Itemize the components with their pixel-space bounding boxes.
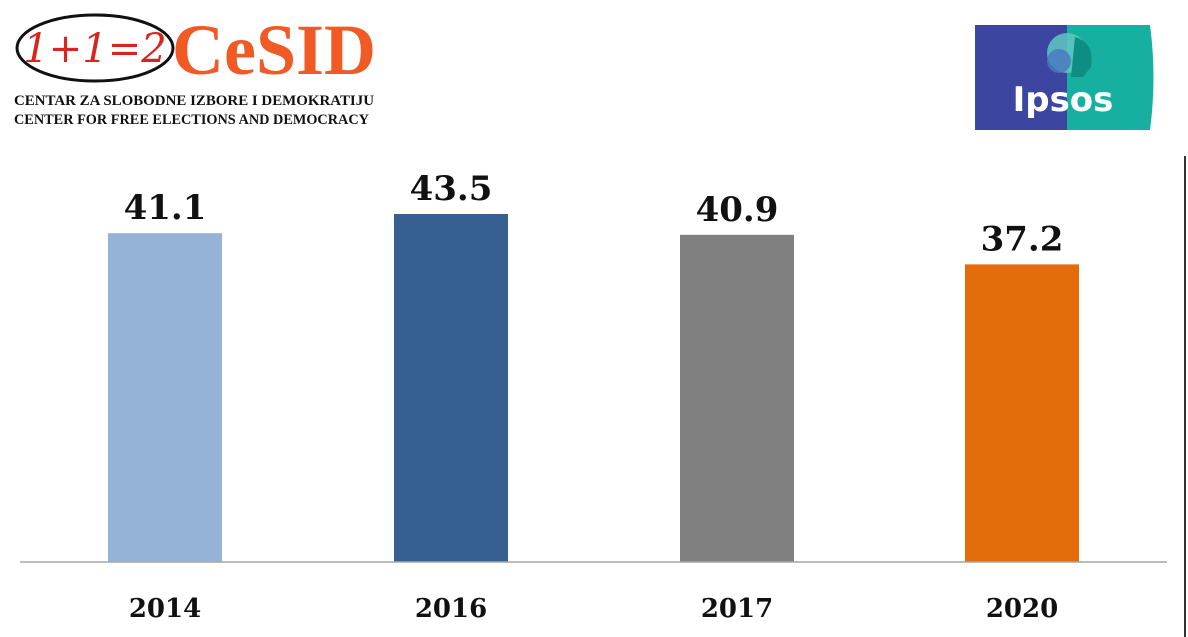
- cesid-badge-text: 1+1=2: [23, 26, 166, 72]
- value-label-2016: 43.5: [410, 169, 493, 209]
- cesid-brand-text: CeSID: [172, 12, 376, 90]
- ipsos-logo: Ipsos: [975, 25, 1154, 130]
- bar-2016: [394, 214, 508, 562]
- x-tick-label-2020: 2020: [986, 594, 1058, 624]
- x-tick-labels-layer: 2014 2016 2017 2020: [129, 594, 1058, 624]
- bars-layer: [108, 214, 1079, 563]
- value-label-2014: 41.1: [124, 188, 207, 228]
- ipsos-head-icon: [1047, 33, 1092, 77]
- x-tick-label-2014: 2014: [129, 594, 201, 624]
- bar-chart: 41.1 43.5 40.9 37.2 2014 2016 2017 2020: [20, 156, 1186, 637]
- value-labels-layer: 41.1 43.5 40.9 37.2: [124, 169, 1064, 259]
- cesid-badge-oval: [15, 13, 175, 83]
- x-tick-label-2017: 2017: [701, 594, 773, 624]
- x-tick-label-2016: 2016: [415, 594, 487, 624]
- cesid-logo: 1+1=2 CeSID CENTAR ZA SLOBODNE IZBORE I …: [14, 12, 376, 128]
- ipsos-brand-text: Ipsos: [1013, 80, 1114, 120]
- bar-2014: [108, 233, 222, 562]
- bar-2017: [680, 234, 794, 563]
- cesid-line1: CENTAR ZA SLOBODNE IZBORE I DEMOKRATIJU: [14, 93, 374, 109]
- cesid-line2: CENTER FOR FREE ELECTIONS AND DEMOCRACY: [14, 112, 369, 128]
- bar-2020: [965, 264, 1079, 562]
- value-label-2020: 37.2: [981, 219, 1064, 259]
- value-label-2017: 40.9: [696, 190, 779, 230]
